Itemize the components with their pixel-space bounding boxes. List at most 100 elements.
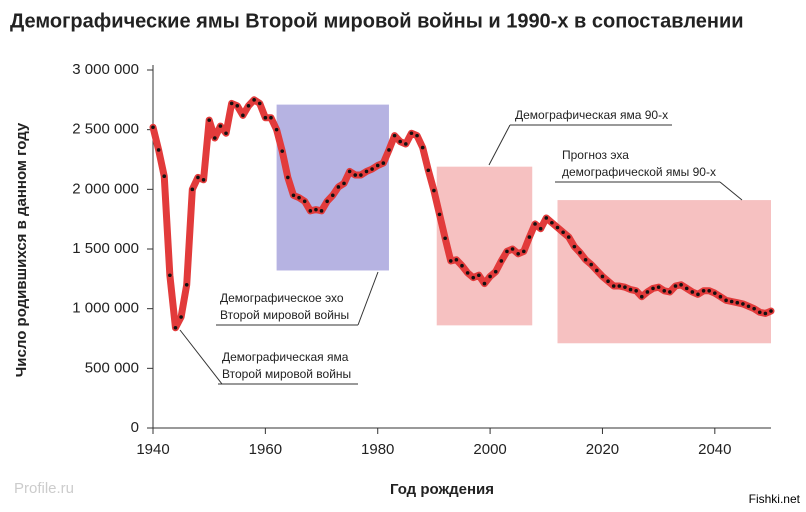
data-point (246, 104, 251, 108)
data-point (151, 125, 155, 130)
data-point (538, 226, 543, 231)
data-point (392, 133, 397, 138)
data-point (746, 304, 751, 309)
data-point (387, 148, 391, 152)
data-point (600, 274, 605, 279)
data-point (488, 274, 492, 279)
data-point (347, 169, 352, 174)
data-point (274, 127, 279, 132)
data-point (617, 284, 622, 288)
data-point (544, 216, 549, 220)
data-point (302, 199, 307, 204)
watermark: Profile.ru (14, 480, 74, 497)
data-point (729, 299, 734, 304)
data-point (690, 290, 695, 294)
annotation: Демографическая яма 90-х (515, 108, 668, 122)
data-point (684, 286, 689, 291)
data-point (555, 225, 560, 230)
y-tick-label: 3 000 000 (72, 61, 139, 78)
data-point (297, 195, 301, 200)
data-point (420, 145, 425, 150)
data-point (589, 262, 594, 267)
data-point (263, 115, 268, 120)
data-point (432, 188, 436, 193)
data-point (769, 309, 773, 313)
watermark: Fishki.net (749, 492, 801, 506)
data-point (184, 283, 189, 287)
data-point (499, 259, 504, 263)
data-point (353, 173, 358, 177)
annotation: Демографическая яма (222, 350, 349, 364)
data-point (291, 193, 296, 198)
data-point (196, 175, 200, 180)
data-point (482, 281, 487, 286)
data-point (437, 212, 442, 217)
data-point (645, 290, 650, 294)
data-point (207, 118, 211, 122)
y-tick-label: 2 500 000 (72, 121, 139, 138)
annotation: Прогноз эха (562, 148, 629, 162)
data-point (168, 273, 172, 278)
data-point (656, 285, 661, 289)
data-point (477, 273, 481, 278)
annotation: демографической ямы 90-х (562, 165, 716, 179)
data-point (218, 124, 223, 128)
data-point (454, 257, 459, 262)
data-point (595, 268, 599, 273)
data-point (668, 290, 672, 294)
data-point (213, 136, 217, 140)
x-axis-label: Год рождения (390, 481, 494, 498)
data-point (763, 311, 768, 316)
annotation-leader (488, 124, 511, 166)
data-point (286, 175, 290, 180)
data-point (465, 271, 470, 275)
data-point (269, 115, 273, 120)
data-point (628, 287, 633, 292)
data-point (651, 286, 655, 291)
data-point (510, 247, 515, 251)
data-point (741, 302, 745, 306)
data-point (471, 275, 476, 280)
data-point (409, 131, 414, 136)
y-tick-label: 1 500 000 (72, 240, 139, 257)
y-tick-label: 0 (131, 419, 139, 436)
data-point (713, 291, 717, 295)
data-point (566, 235, 571, 239)
data-point (319, 209, 324, 213)
data-point (527, 235, 532, 239)
data-point (241, 113, 245, 118)
data-point (550, 220, 554, 225)
data-point (583, 257, 588, 262)
data-point (325, 199, 329, 204)
data-point (156, 148, 161, 152)
x-tick-label: 2040 (698, 441, 731, 458)
data-point (460, 263, 464, 268)
data-point (606, 279, 610, 284)
x-tick-label: 1980 (361, 441, 394, 458)
data-point (448, 259, 453, 263)
data-point (173, 325, 178, 330)
data-point (493, 269, 498, 274)
data-point (229, 101, 234, 106)
region (276, 104, 389, 271)
data-point (330, 193, 335, 198)
data-point (308, 209, 313, 213)
data-point (224, 131, 228, 136)
data-point (375, 163, 380, 168)
data-point (707, 288, 711, 293)
data-point (342, 181, 346, 186)
x-tick-label: 2000 (473, 441, 506, 458)
data-point (757, 310, 762, 315)
data-point (370, 167, 374, 171)
data-point (673, 284, 678, 288)
annotation: Второй мировой войны (222, 367, 351, 381)
data-point (359, 173, 363, 177)
data-point (561, 230, 565, 235)
data-point (679, 283, 683, 287)
data-point (701, 288, 706, 293)
y-axis-label: Число родившихся в данном году (13, 122, 30, 377)
region (557, 200, 771, 344)
data-point (162, 174, 167, 179)
data-point (623, 285, 627, 289)
